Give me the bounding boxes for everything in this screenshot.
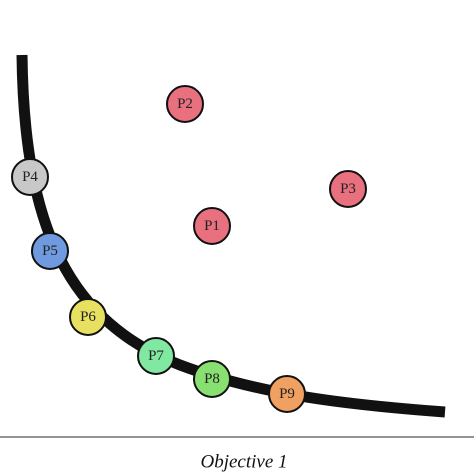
node-circle xyxy=(268,375,306,413)
node-circle xyxy=(11,158,49,196)
node-circle xyxy=(31,232,69,270)
axis-label: Objective 1 xyxy=(200,452,287,473)
node-label: P5 xyxy=(42,243,58,259)
node-label: P9 xyxy=(279,386,295,402)
node-circle xyxy=(193,360,231,398)
node-label: P1 xyxy=(204,218,220,234)
node-label: P3 xyxy=(340,181,356,197)
node-label: P7 xyxy=(148,348,164,364)
node-circle xyxy=(329,170,367,208)
node-circle xyxy=(69,298,107,336)
node-label: P4 xyxy=(22,169,38,185)
node-circle xyxy=(166,85,204,123)
node-label: P2 xyxy=(177,96,193,112)
node-label: P8 xyxy=(204,371,220,387)
node-label: P6 xyxy=(80,309,96,325)
node-circle xyxy=(137,337,175,375)
nodes: P1 P2 P3 P4 P5 P6 P7 P8 P9 xyxy=(11,85,367,413)
pareto-front xyxy=(16,54,446,418)
node-circle xyxy=(193,207,231,245)
